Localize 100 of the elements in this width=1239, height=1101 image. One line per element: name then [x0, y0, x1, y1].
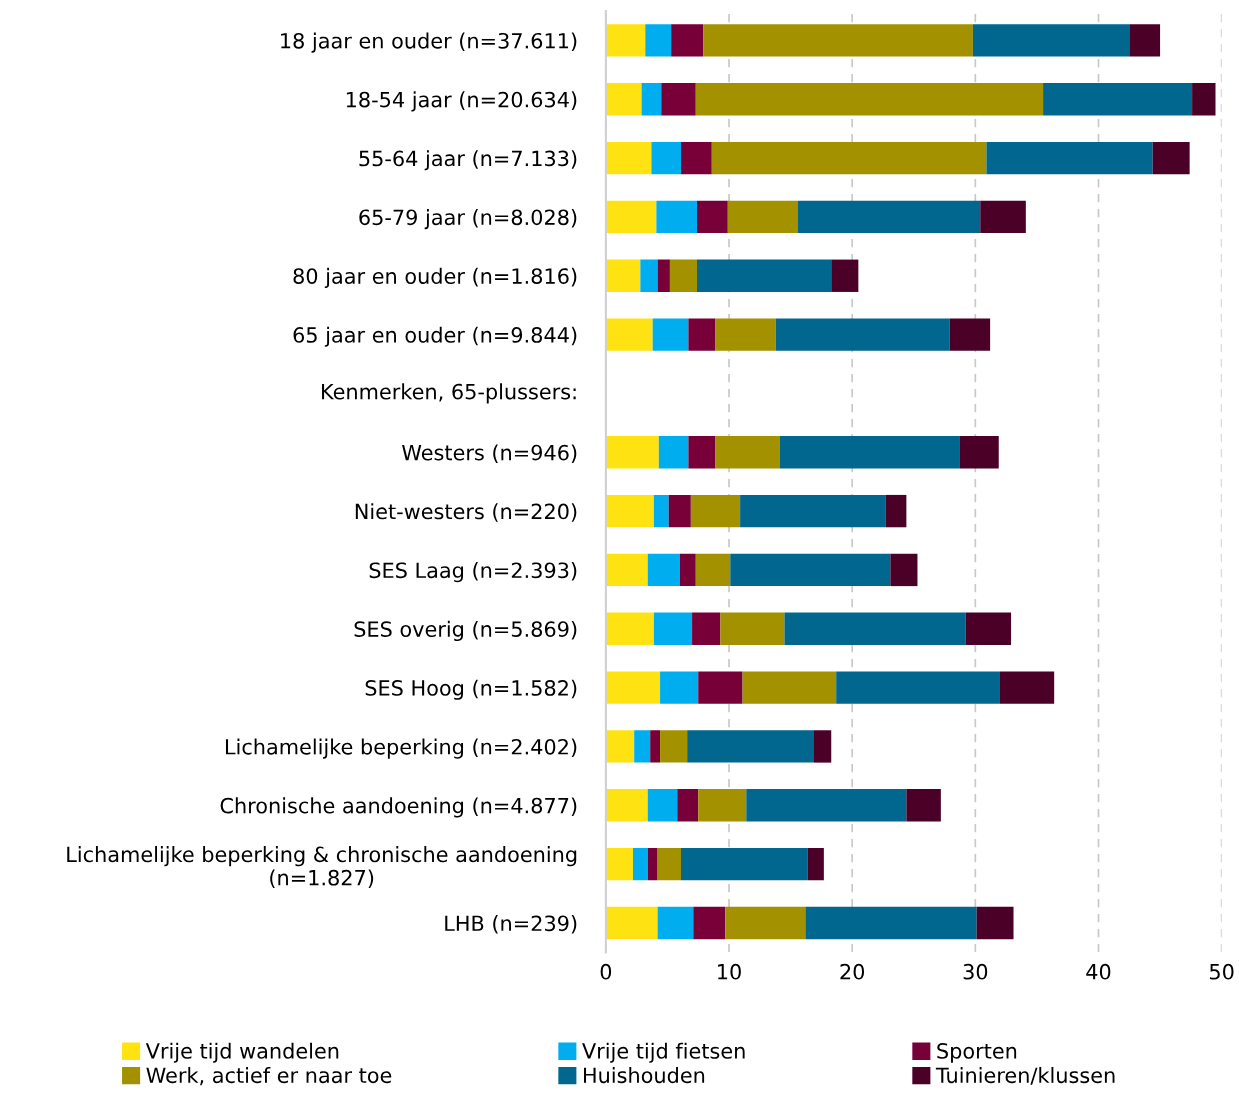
y-tick-label: 80 jaar en ouder (n=1.816): [293, 267, 577, 289]
legend-label: Vrije tijd fietsen: [582, 1042, 745, 1063]
bar: [831, 259, 859, 292]
bar: [669, 259, 698, 292]
bar: [605, 24, 646, 57]
y-tick-label: LHB (n=239): [445, 915, 577, 934]
bar: [980, 200, 1026, 234]
bar: [677, 789, 699, 822]
y-tick-label: Lichamelijke beperking (n=2.402): [225, 738, 577, 759]
bar: [653, 494, 669, 528]
bar: [660, 730, 688, 763]
y-tick-label: 18-54 jaar (n=20.634): [346, 91, 577, 112]
bar: [959, 436, 999, 469]
bar: [679, 553, 696, 587]
legend-label: Werk, actief er naar toe: [146, 1067, 392, 1086]
bar: [693, 906, 726, 940]
y-tick-label: SES overig (n=5.869): [354, 620, 577, 642]
bar: [690, 494, 741, 528]
bar: [885, 494, 907, 528]
bar: [605, 141, 652, 175]
legend-label: Vrije tijd wandelen: [145, 1042, 339, 1063]
bar: [742, 671, 837, 704]
bar: [658, 436, 689, 469]
bar: [976, 906, 1014, 940]
text: Kenmerken, 65-plussers:: [322, 383, 576, 404]
bar: [703, 24, 973, 57]
bar: [605, 494, 654, 528]
bar: [605, 612, 654, 645]
x-tick-label: 40: [1086, 963, 1111, 980]
bar: [725, 906, 806, 940]
legend-label: Tuinieren/klussen: [935, 1067, 1115, 1085]
bar: [1129, 24, 1161, 57]
bar: [640, 259, 658, 292]
y-tick-label: Niet-westers (n=220): [355, 503, 577, 522]
x-tick-label: 50: [1210, 963, 1234, 980]
bar: [715, 318, 776, 351]
bar: [660, 671, 699, 704]
bar: [697, 259, 832, 292]
x-tick-label: 30: [963, 963, 988, 980]
bar: [652, 318, 689, 351]
bar: [671, 24, 704, 57]
bar: [605, 318, 653, 351]
bar: [661, 83, 696, 116]
bar: [605, 436, 659, 469]
bar: [634, 730, 651, 763]
bar: [632, 847, 648, 881]
bar: [949, 318, 991, 351]
y-tick-label: Westers (n=946): [402, 444, 577, 463]
y-tick-label: 18 jaar en ouder (n=37.611): [281, 32, 577, 53]
bar: [695, 553, 731, 587]
bar: [1043, 83, 1193, 116]
bar: [720, 612, 785, 645]
bar: [972, 24, 1130, 57]
bar: [906, 789, 941, 822]
bar: [688, 436, 716, 469]
bar: [687, 730, 815, 763]
bar: [695, 83, 1044, 116]
bar: [681, 847, 808, 881]
bar: [605, 847, 633, 881]
legend-label: Huishouden: [583, 1067, 705, 1084]
bar: [645, 24, 672, 57]
bar: [775, 318, 950, 351]
x-tick-label: 20: [840, 963, 865, 980]
y-tick-label: SES Hoog (n=1.582): [365, 679, 577, 700]
bar: [668, 494, 691, 528]
bar: [1192, 83, 1216, 116]
bar: [692, 612, 721, 645]
bar: [1152, 141, 1190, 175]
bar: [784, 612, 966, 645]
y-tick-label: Lichamelijke beperking & chronische aandoening (n=1.827): [67, 846, 577, 889]
bar: [986, 141, 1153, 175]
bar: [890, 553, 918, 587]
bar: [647, 847, 658, 881]
bar: [653, 612, 693, 645]
x-tick-label: 0: [600, 963, 612, 980]
y-tick-label: 65-79 jaar (n=8.028): [359, 209, 577, 230]
bar: [605, 259, 641, 292]
bar: [605, 553, 648, 587]
bar: [727, 200, 798, 234]
bar: [605, 671, 661, 704]
bar: [730, 553, 891, 587]
bar: [798, 200, 981, 234]
bar: [605, 730, 635, 763]
bar: [836, 671, 1000, 704]
bar: [746, 789, 907, 822]
bar: [711, 141, 987, 175]
bar: [999, 671, 1055, 704]
y-tick-label: SES Laag (n=2.393): [369, 562, 577, 583]
bar: [605, 789, 648, 822]
bar: [805, 906, 977, 940]
bar: [965, 612, 1012, 645]
bar: [688, 318, 716, 351]
bar: [814, 730, 832, 763]
bar: [651, 141, 681, 175]
y-tick-label: 65 jaar en ouder (n=9.844): [293, 326, 577, 347]
bar: [697, 200, 728, 234]
bar: [779, 436, 960, 469]
bar: [698, 789, 747, 822]
bar: [657, 906, 694, 940]
bar: [698, 671, 743, 704]
